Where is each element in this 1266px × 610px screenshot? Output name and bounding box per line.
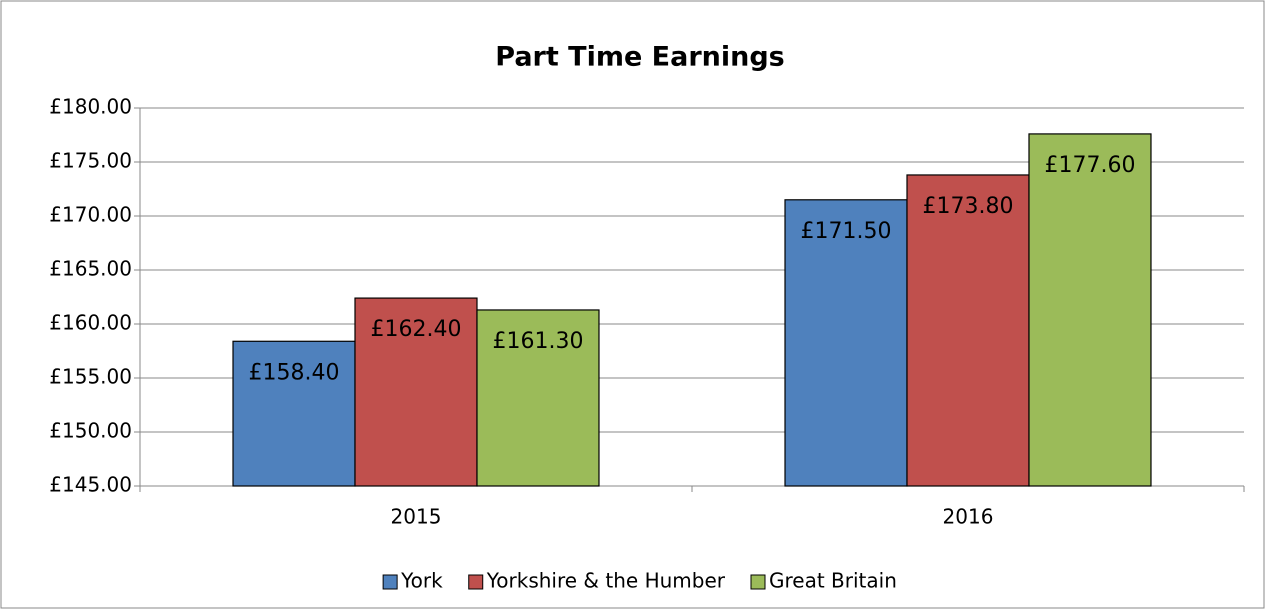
legend-swatch bbox=[750, 574, 766, 590]
legend-swatch bbox=[382, 574, 398, 590]
y-tick-label: £145.00 bbox=[49, 473, 132, 497]
data-label: £171.50 bbox=[801, 219, 892, 244]
bar bbox=[354, 297, 478, 487]
legend-label: York bbox=[400, 569, 443, 593]
y-tick-label: £180.00 bbox=[49, 95, 132, 119]
legend-label: Great Britain bbox=[769, 569, 897, 593]
x-tick-label: 2016 bbox=[943, 505, 994, 529]
bar bbox=[906, 174, 1030, 487]
bar bbox=[476, 309, 600, 487]
y-tick-label: £175.00 bbox=[49, 149, 132, 173]
x-tick-label: 2015 bbox=[391, 505, 442, 529]
bar bbox=[784, 199, 908, 487]
y-tick-label: £170.00 bbox=[49, 203, 132, 227]
data-label: £177.60 bbox=[1044, 153, 1135, 178]
data-label: £162.40 bbox=[371, 317, 462, 342]
y-tick-label: £155.00 bbox=[49, 365, 132, 389]
y-tick-label: £150.00 bbox=[49, 419, 132, 443]
legend-swatch bbox=[468, 574, 484, 590]
data-label: £161.30 bbox=[492, 329, 583, 354]
legend-label: Yorkshire & the Humber bbox=[486, 569, 726, 593]
bar bbox=[1028, 133, 1152, 487]
data-label: £158.40 bbox=[249, 360, 340, 385]
y-tick-label: £160.00 bbox=[49, 311, 132, 335]
bar bbox=[232, 340, 356, 487]
chart-title: Part Time Earnings bbox=[495, 42, 785, 73]
y-tick-label: £165.00 bbox=[49, 257, 132, 281]
data-label: £173.80 bbox=[923, 194, 1014, 219]
